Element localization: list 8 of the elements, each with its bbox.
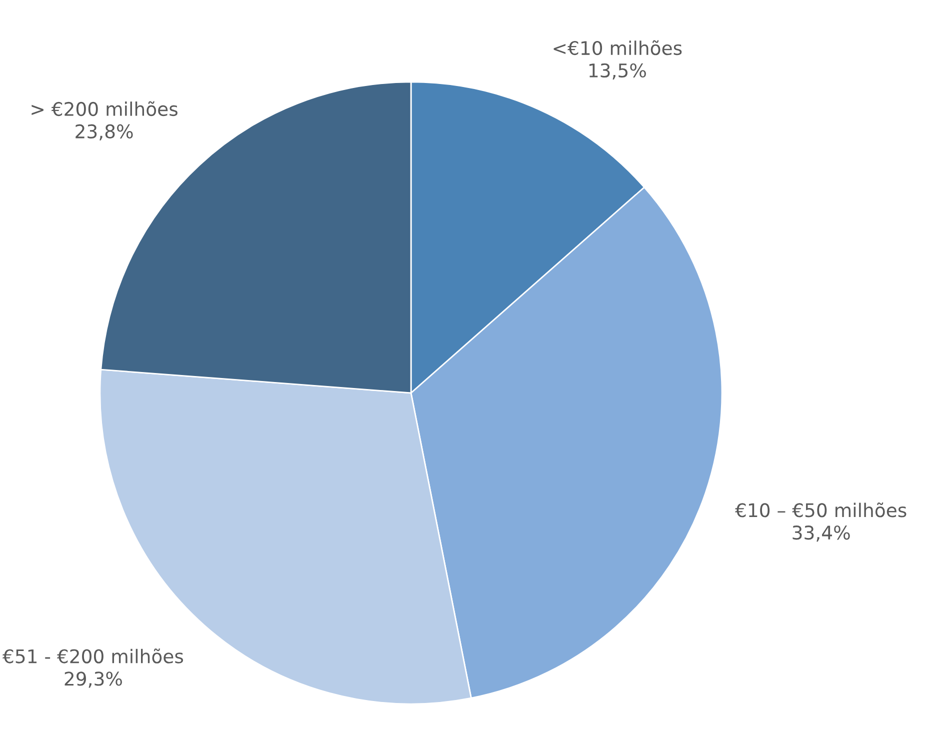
slice-label: €10 – €50 milhões	[735, 502, 906, 518]
data-label: 23,8%	[76, 124, 133, 140]
slice-label: €51 - €200 milhões	[2, 648, 184, 664]
data-label: 33,4%	[792, 526, 850, 542]
slice-label: > €200 milhões	[32, 101, 178, 116]
slice-label: <€10 milhões	[554, 40, 682, 56]
data-label: 29,3%	[64, 672, 122, 688]
data-label: 13,5%	[589, 63, 646, 80]
